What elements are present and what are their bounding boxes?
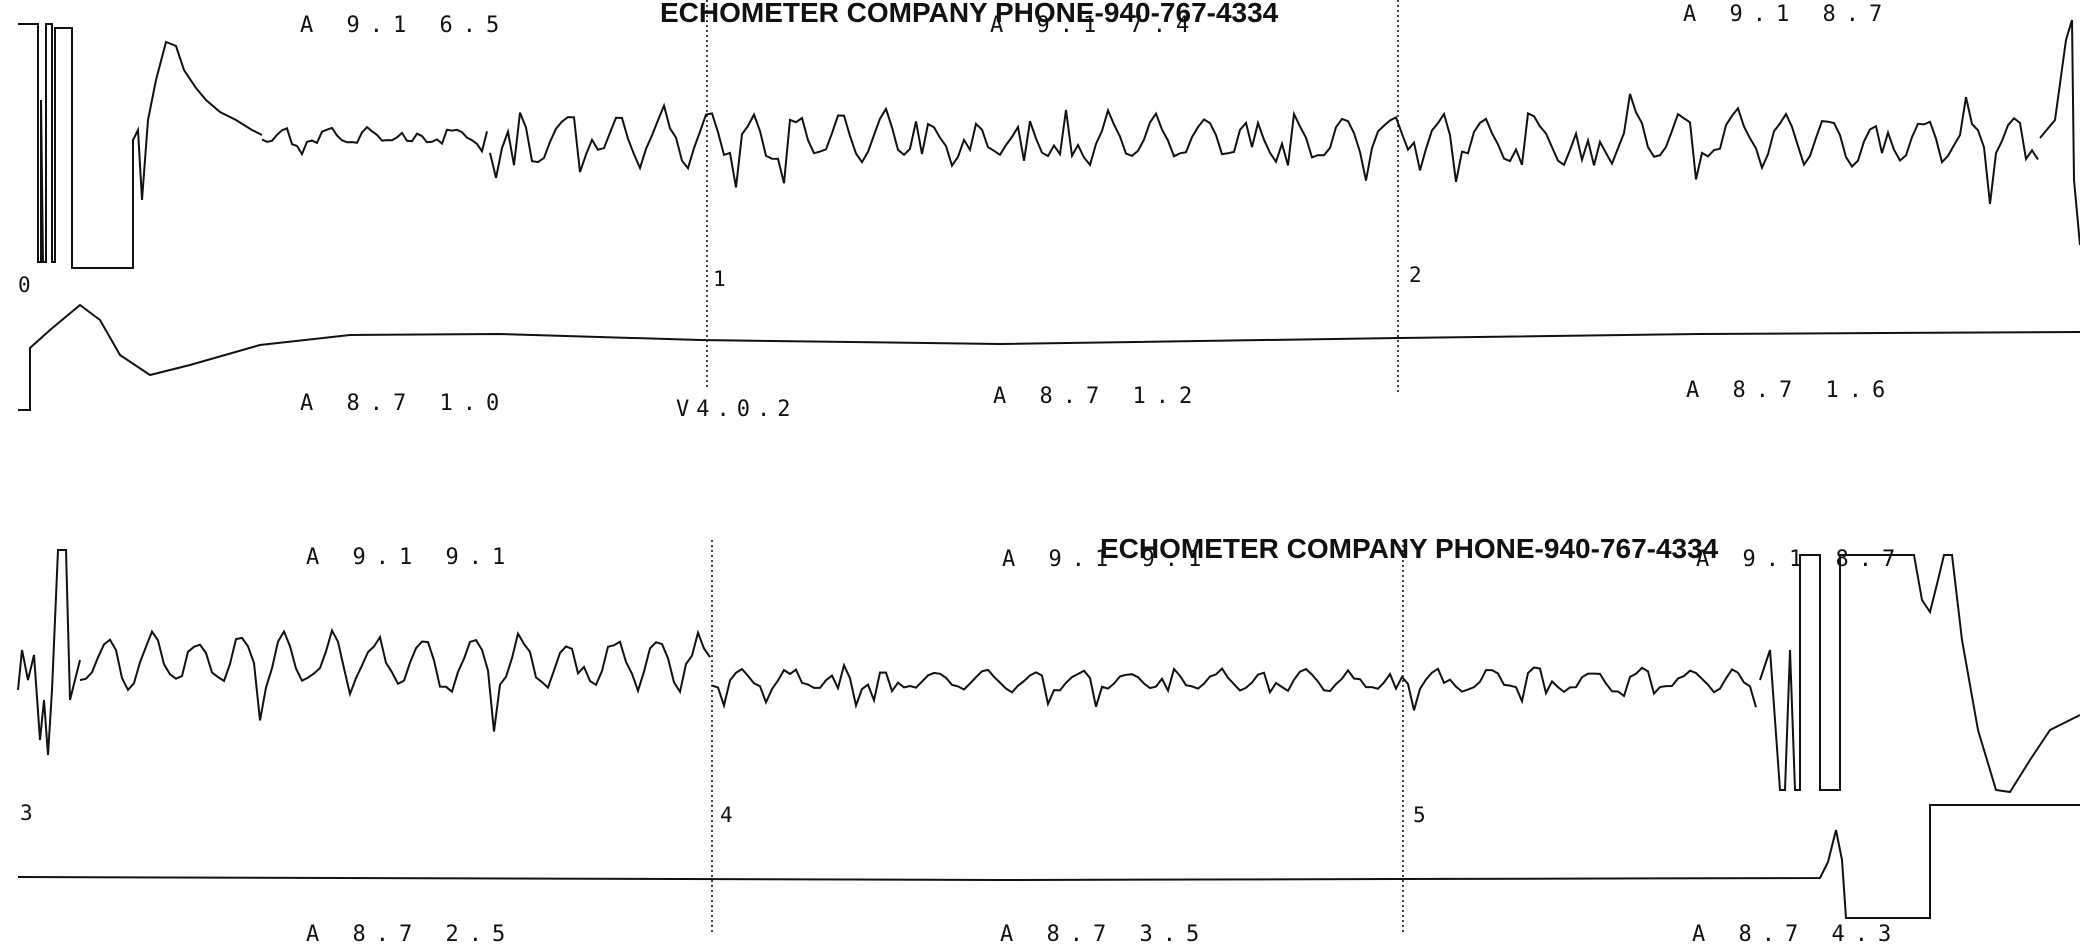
top-panel — [18, 19, 2080, 411]
top-acoustic-trace-a — [261, 125, 488, 157]
bottom-label-seg-5: A 8.7 4.3 — [1692, 922, 1901, 947]
top-end-spike — [2039, 19, 2080, 246]
top-acoustic-trace-b — [489, 93, 2039, 205]
watermark-bottom: ECHOMETER COMPANY PHONE-940-767-4334 — [1100, 533, 1719, 564]
segment-marker-1: 1 — [713, 267, 726, 291]
top-pulse-trace — [18, 23, 263, 269]
segment-marker-2: 2 — [1409, 263, 1422, 287]
top-label-seg-3: A 9.1 9.1 — [306, 545, 515, 570]
bottom-start-trace — [17, 549, 81, 756]
segment-marker-5: 5 — [1413, 803, 1426, 827]
top-label-seg-2: A 9.1 8.7 — [1683, 2, 1892, 27]
bottom-label-seg-1: A 8.7 1.2 — [993, 384, 1202, 409]
watermark-top: ECHOMETER COMPANY PHONE-940-767-4334 — [660, 0, 1279, 28]
segment-marker-3: 3 — [20, 801, 33, 825]
chart-panels: A 9.1 6.5 A 9.1 7.4 A 9.1 8.7 0 1 2 A 8.7 1.0 V… — [17, 0, 2080, 947]
bottom-label-seg-3: A 8.7 2.5 — [306, 922, 515, 947]
bottom-label-seg-4: A 8.7 3.5 — [1000, 922, 1209, 947]
bottom-acoustic-trace-a — [79, 627, 711, 732]
bottom-label-seg-2: A 8.7 1.6 — [1686, 378, 1895, 403]
bottom-acoustic-trace-b — [711, 662, 1757, 711]
bottom-end-trace — [1759, 554, 2080, 794]
bottom-panel — [17, 549, 2080, 919]
top-baseline-trace — [18, 303, 2080, 411]
version-label: V4.0.2 — [676, 397, 797, 422]
bottom-baseline-trace — [17, 804, 2080, 919]
top-label-seg-1: A 9.1 7.4 — [990, 13, 1199, 38]
top-label-seg-5: A 9.1 8.7 — [1696, 547, 1905, 572]
top-label-seg-4: A 9.1 9.1 — [1002, 547, 1211, 572]
top-label-seg-0: A 9.1 6.5 — [300, 13, 509, 38]
segment-marker-0: 0 — [18, 273, 31, 297]
bottom-label-seg-0: A 8.7 1.0 — [300, 391, 509, 416]
segment-marker-4: 4 — [720, 803, 733, 827]
